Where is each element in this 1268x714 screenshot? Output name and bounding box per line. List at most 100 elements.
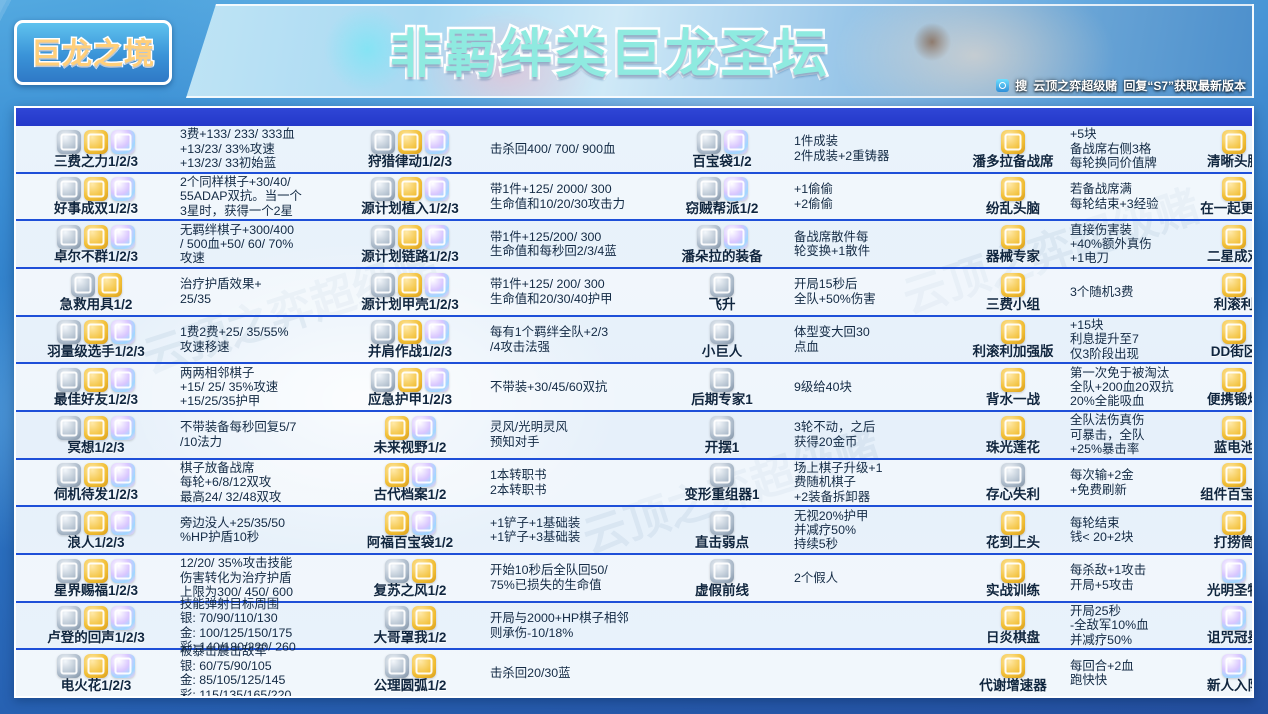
augment-name: 源计划植入1/2/3	[361, 201, 459, 217]
augment-cell[interactable]: 公理圆弧1/2 击杀回20/30蓝	[334, 650, 654, 696]
augment-cell[interactable]: 冥想1/2/3 不带装备每秒回复5/7/10法力	[16, 412, 334, 458]
augment-cell[interactable]	[654, 650, 960, 696]
augment-cell[interactable]: 纷乱头脑 若备战席满 每轮结束+3经验	[960, 174, 1184, 220]
augment-cell[interactable]: 利滚利+10块利息提升至7	[1184, 269, 1252, 315]
augment-identity: 小巨人	[654, 317, 790, 363]
augment-cell[interactable]: 百宝袋1/2 1件成装 2件成装+2重铸器	[654, 126, 960, 172]
augment-cell[interactable]: 三费小组 3个随机3费	[960, 269, 1184, 315]
augment-cell[interactable]: 二星成双2个随机2星1费+2金币	[1184, 221, 1252, 267]
augment-cell[interactable]: 新人入队+1人口	[1184, 650, 1252, 696]
augment-cell[interactable]: 伺机待发1/2/3 棋子放备战席 每轮+6/8/12双攻 最高24/ 32/48双攻	[16, 460, 334, 506]
augment-cell[interactable]: 背水一战 第一次免于被淘汰 全队+200血20双抗 20%全能吸血	[960, 364, 1184, 410]
augment-cell[interactable]: 浪人1/2/3 旁边没人+25/35/50 %HP护盾10秒	[16, 507, 334, 553]
augment-description-line: +2偷偷	[794, 196, 833, 211]
augment-cell[interactable]: 小巨人 体型变大回30 点血	[654, 317, 960, 363]
augment-name: 羽量级选手1/2/3	[47, 344, 145, 360]
augment-cell[interactable]: 急救用具1/2 治疗护盾效果+ 25/35	[16, 269, 334, 315]
augment-description-line: 每轮结束+3经验	[1070, 196, 1159, 211]
augment-cell[interactable]: 利滚利加强版 +15块 利息提升至7 仅3阶段出现	[960, 317, 1184, 363]
augment-prism-icon	[425, 272, 449, 297]
augment-cell[interactable]: 便携锻炉3选1奥恩神器	[1184, 364, 1252, 410]
augment-cell[interactable]: 狩猎律动1/2/3 击杀回400/ 700/ 900血	[334, 126, 654, 172]
augment-name: 三费小组	[986, 296, 1040, 312]
augment-cell[interactable]: 潘多拉备战席 +5块 备战席右侧3格 每轮换同价值牌	[960, 126, 1184, 172]
augment-cell[interactable]: 实战训练 每杀敌+1攻击 开局+5攻击	[960, 555, 1184, 601]
augment-cell[interactable]	[654, 603, 960, 649]
augment-description-line: 并减疗50%	[794, 523, 856, 538]
augment-cell[interactable]: 存心失利 每次输+2金 +免费刷新	[960, 460, 1184, 506]
augment-cell[interactable]: 三费之力1/2/3 3费+133/ 233/ 333血 +13/23/ 33%攻速 +…	[16, 126, 334, 172]
augment-description: 每杀敌+1攻击 开局+5攻击	[1066, 555, 1184, 601]
augment-cell[interactable]: 电火花1/2/3 被暴击震击敌军 银: 60/75/90/105 金: 85/105/…	[16, 644, 334, 696]
augment-gold-icon	[1001, 129, 1025, 154]
augment-identity: 利滚利加强版	[960, 317, 1066, 363]
augment-cell[interactable]: 最佳好友1/2/3 两两相邻棋子 +15/ 25/ 35%攻速 +15/25/35护甲	[16, 364, 334, 410]
augment-cell[interactable]: 光明圣物4选1光明装备	[1184, 555, 1252, 601]
augment-description-line: 场上棋子升级+1	[794, 460, 883, 475]
augment-name: DD街区	[1210, 344, 1254, 360]
augment-tier-icons	[1001, 652, 1025, 679]
augment-identity: 大哥罩我1/2	[334, 603, 486, 649]
augment-cell[interactable]: 阿福百宝袋1/2 +1铲子+1基础装 +1铲子+3基础装	[334, 507, 654, 553]
augment-cell[interactable]: 星界赐福1/2/3 12/20/ 35%攻击技能 伤害转化为治疗护盾 上限为300/ …	[16, 555, 334, 601]
augment-identity: 直击弱点	[654, 507, 790, 553]
augment-cell[interactable]: 未来视野1/2 灵风/光明灵风 预知对手	[334, 412, 654, 458]
augment-cell[interactable]: 源计划甲壳1/2/3 带1件+125/ 200/ 300 生命值和20/30/40护…	[334, 269, 654, 315]
augment-silver-icon	[384, 606, 409, 631]
augment-description: 技能弹射目标周围 银: 70/90/110/130 金: 100/125/150/1…	[176, 597, 334, 654]
augment-description: +1偷偷 +2偷偷	[790, 174, 960, 220]
augment-description-line: 全队+200血20双抗	[1070, 380, 1174, 394]
augment-cell[interactable]: 组件百宝袋+3个随机散件	[1184, 460, 1252, 506]
augment-cell[interactable]: 羽量级选手1/2/3 1费2费+25/ 35/55% 攻速移速	[16, 317, 334, 363]
augment-cell[interactable]: 并肩作战1/2/3 每有1个羁绊全队+2/3/4攻击法强	[334, 317, 654, 363]
augment-cell[interactable]: 潘朵拉的装备 备战席散件每 轮变换+1散件	[654, 221, 960, 267]
augment-description-line: 不带装+30/45/60双抗	[490, 379, 608, 394]
augment-cell[interactable]: 打捞筒+1成装卖棋子变散件	[1184, 507, 1252, 553]
augment-cell[interactable]: 应急护甲1/2/3 不带装+30/45/60双抗	[334, 364, 654, 410]
augment-description-line: 旁边没人+25/35/50	[180, 515, 286, 530]
augment-cell[interactable]: 飞升 开局15秒后 全队+50%伤害	[654, 269, 960, 315]
augment-description-line: 最高24/ 32/48双攻	[180, 489, 282, 504]
augment-cell[interactable]: DD街区每回合免费1次刷牌	[1184, 317, 1254, 363]
augment-tier-icons	[1222, 318, 1246, 345]
augment-cell[interactable]: 卓尔不群1/2/3 无羁绊棋子+300/400/ 500血+50/ 60/ 70%…	[16, 221, 334, 267]
augment-cell[interactable]: 窃贼帮派1/2 +1偷偷 +2偷偷	[654, 174, 960, 220]
augment-cell[interactable]: 直击弱点 无视20%护甲 并减疗50% 持续5秒	[654, 507, 960, 553]
augment-cell[interactable]: 虚假前线 2个假人	[654, 555, 960, 601]
augment-tier-icons	[1001, 509, 1025, 536]
augment-cell[interactable]: 蓝电池放技能回20蓝	[1184, 412, 1252, 458]
augment-cell[interactable]: 清晰头脑回合结束空手+3经验值	[1184, 126, 1252, 172]
table-row: 卓尔不群1/2/3 无羁绊棋子+300/400/ 500血+50/ 60/ 70%…	[16, 221, 1252, 270]
augment-cell[interactable]: 变形重组器1 场上棋子升级+1 费随机棋子 +2装备拆卸器	[654, 460, 960, 506]
augment-cell[interactable]: 珠光莲花 全队法伤真伤 可暴击，全队 +25%暴击率	[960, 412, 1184, 458]
augment-cell[interactable]: 源计划植入1/2/3 带1件+125/ 2000/ 300 生命值和10/20/30…	[334, 174, 654, 220]
augment-silver-icon	[710, 368, 734, 393]
augment-description-line: /4攻击法强	[490, 339, 550, 354]
augment-description-line: 持续5秒	[794, 537, 839, 552]
augment-cell[interactable]: 大哥罩我1/2 开局与2000+HP棋子相邻 则承伤-10/18%	[334, 603, 654, 649]
augment-cell[interactable]: 好事成双1/2/3 2个同样棋子+30/40/55ADAP双抗。当一个 3星时，获得…	[16, 174, 334, 220]
augment-gold-icon	[411, 606, 436, 631]
augment-tier-icons	[384, 414, 436, 440]
augment-cell[interactable]: 器械专家 直接伤害装 +40%额外真伤 +1电刀	[960, 221, 1184, 267]
augment-cell[interactable]: 在一起更好光环装收益+33%+1鸟盾	[1184, 174, 1252, 220]
augment-cell[interactable]: 源计划链路1/2/3 带1件+125/200/ 300 生命值和每秒回2/3/4蓝	[334, 221, 654, 267]
augment-name: 直击弱点	[695, 535, 749, 551]
augment-cell[interactable]: 后期专家1 9级给40块	[654, 364, 960, 410]
augment-silver-icon	[371, 177, 395, 202]
augment-prism-icon	[111, 368, 135, 393]
augment-description: 9级给40块	[790, 364, 960, 410]
augment-cell[interactable]: 代谢增速器 每回合+2血 跑快快	[960, 650, 1184, 696]
augment-description-line: 开局25秒	[1070, 603, 1121, 618]
augment-description-line: 全队+50%伤害	[794, 291, 876, 306]
augment-cell[interactable]: 开摆1 3轮不动，之后 获得20金币	[654, 412, 960, 458]
augment-identity: 变形重组器1	[654, 460, 790, 506]
augment-cell[interactable]: 复苏之风1/2 开始10秒后全队回50/75%已损失的生命值	[334, 555, 654, 601]
augment-cell[interactable]: 卢登的回声1/2/3 技能弹射目标周围 银: 70/90/110/130 金: 100…	[16, 597, 334, 654]
augment-cell[interactable]: 花到上头 每轮结束 钱< 20+2块	[960, 507, 1184, 553]
augment-cell[interactable]: 诅咒冠冕+2人口受伤X2	[1184, 603, 1252, 649]
augment-description: 3个随机3费	[1066, 269, 1184, 315]
augment-cell[interactable]: 日炎棋盘 开局25秒 -全敌军10%血 并减疗50%	[960, 603, 1184, 649]
augment-prism-icon	[111, 463, 135, 488]
augment-cell[interactable]: 古代档案1/2 1本转职书 2本转职书	[334, 460, 654, 506]
